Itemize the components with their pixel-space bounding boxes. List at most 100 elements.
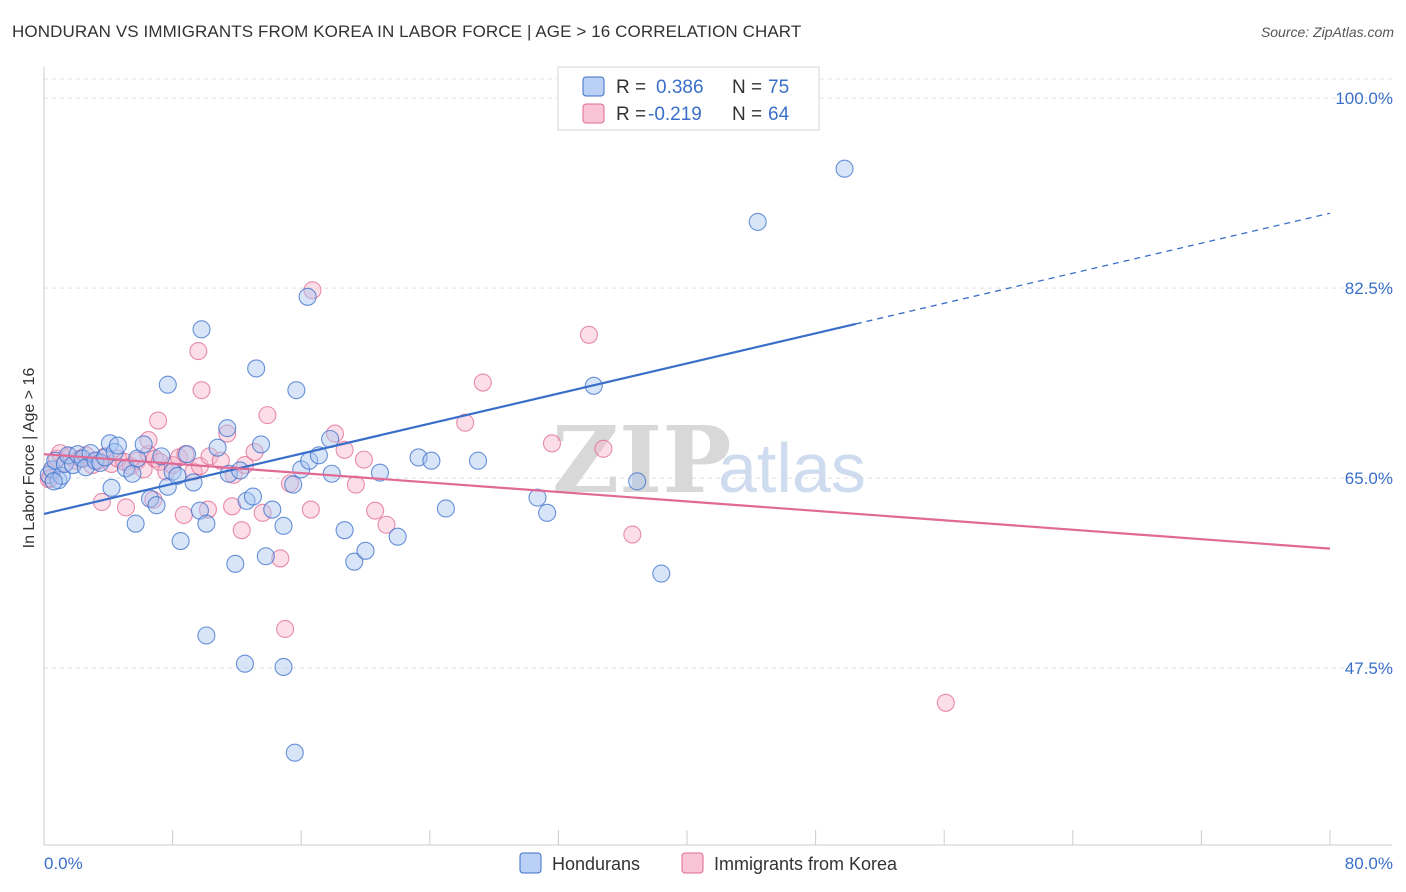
legend-r-label-pink: R =	[616, 104, 646, 125]
legend-r-label-blue: R =	[616, 77, 646, 98]
honduran-point	[251, 435, 271, 454]
korea-point	[301, 500, 320, 519]
korea-trend-line	[43, 453, 1331, 550]
honduran-point	[356, 541, 375, 560]
honduran-point	[147, 496, 166, 515]
honduran-point	[388, 527, 407, 546]
korea-point	[346, 475, 365, 494]
x-tick-label: 0.0%	[44, 854, 83, 873]
korea-point	[366, 501, 385, 520]
y-tick-label: 82.5%	[1345, 279, 1393, 298]
honduran-point	[208, 438, 227, 457]
legend-swatch-pink	[582, 103, 605, 124]
honduran-point	[152, 447, 171, 466]
honduran-point	[628, 472, 647, 491]
legend-n-value-blue: 75	[768, 77, 789, 98]
korea-point	[189, 342, 208, 361]
source-label: Source: ZipAtlas.com	[1260, 24, 1394, 40]
korea-point	[149, 411, 168, 430]
honduran-point	[197, 626, 216, 645]
legend-n-label-pink: N =	[732, 104, 762, 125]
honduran-point	[285, 743, 304, 762]
honduran-point	[422, 451, 441, 470]
trend-lines	[43, 212, 1331, 550]
honduran-point	[235, 654, 254, 673]
korea-point	[232, 521, 251, 540]
korea-point	[276, 619, 295, 639]
honduran-point	[76, 458, 95, 477]
series-hondurans-points	[39, 97, 854, 762]
y-tick-labels: 47.5% 65.0% 82.5% 100.0%	[1335, 89, 1393, 678]
korea-point	[594, 439, 613, 458]
honduran-point	[108, 436, 127, 455]
korea-point	[245, 442, 264, 462]
legend-r-value-pink: -0.219	[648, 104, 702, 125]
honduran-point	[178, 445, 197, 464]
korea-point	[473, 373, 492, 392]
y-tick-label: 65.0%	[1345, 469, 1393, 488]
bottom-legend: Hondurans Immigrants from Korea	[519, 852, 898, 874]
watermark-zip: ZIP	[552, 406, 731, 514]
legend-n-label-blue: N =	[732, 77, 762, 98]
legend-swatch-blue	[582, 76, 605, 97]
honduran-point	[284, 475, 303, 494]
korea-point	[218, 424, 237, 443]
honduran-point	[192, 320, 211, 339]
honduran-point	[274, 657, 293, 677]
honduran-point	[335, 521, 354, 540]
honduran-point	[247, 359, 266, 378]
korea-point	[174, 505, 193, 525]
korea-point	[623, 525, 642, 544]
korea-point	[116, 498, 136, 517]
honduran-point	[171, 531, 190, 551]
honduran-point	[835, 159, 854, 178]
bottom-legend-hondurans: Hondurans	[552, 854, 640, 874]
korea-point	[936, 693, 955, 712]
honduran-point	[748, 212, 767, 231]
honduran-point	[197, 514, 216, 533]
honduran-point	[538, 503, 557, 522]
legend: R = 0.386 N = 75 R = -0.219 N = 64	[557, 66, 820, 131]
honduran-point	[158, 375, 177, 394]
korea-point	[325, 424, 345, 443]
honduran-point	[102, 478, 121, 497]
x-tick-label: 80.0%	[1345, 854, 1393, 873]
honduran-point	[134, 435, 153, 454]
honduran-point	[528, 488, 547, 507]
korea-point	[258, 406, 277, 425]
legend-r-value-blue: 0.386	[656, 77, 704, 98]
legend-n-value-pink: 64	[768, 104, 790, 125]
honduran-point	[226, 554, 245, 573]
x-tick-labels: 0.0% 80.0%	[44, 854, 1393, 873]
honduran-point	[86, 451, 105, 470]
honduran-point	[126, 514, 145, 533]
honduran-point	[468, 451, 488, 470]
korea-point	[271, 549, 290, 568]
korea-point	[542, 434, 562, 453]
bottom-legend-korea: Immigrants from Korea	[714, 854, 898, 874]
honduran-point	[263, 500, 282, 519]
honduran-point	[298, 287, 317, 306]
korea-point	[192, 381, 211, 400]
gridlines	[44, 78, 1392, 669]
bottom-legend-swatch-hondurans	[519, 852, 542, 874]
honduran-point	[652, 564, 671, 583]
y-tick-label: 47.5%	[1345, 659, 1393, 678]
watermark-atlas: atlas	[718, 429, 866, 507]
honduran-point	[168, 466, 187, 485]
honduran-point	[436, 499, 455, 518]
chart-title: HONDURAN VS IMMIGRANTS FROM KOREA IN LAB…	[12, 22, 802, 41]
honduran-point	[370, 463, 390, 482]
honduran-point	[287, 381, 306, 400]
honduran-trend-extension	[855, 212, 1331, 325]
honduran-trend-line	[43, 322, 857, 515]
honduran-point	[256, 547, 275, 566]
honduran-point	[141, 489, 160, 508]
honduran-point	[123, 464, 142, 483]
korea-point	[253, 503, 272, 522]
honduran-point	[274, 516, 293, 535]
bottom-legend-swatch-korea	[681, 852, 704, 874]
korea-point	[377, 515, 396, 534]
korea-point	[579, 325, 598, 344]
